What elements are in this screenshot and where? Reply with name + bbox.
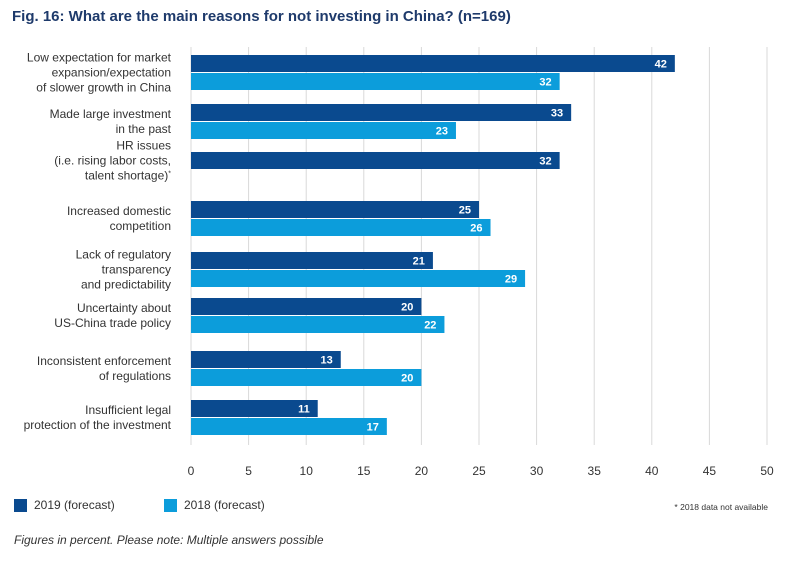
legend-swatch-2019 <box>14 498 27 512</box>
bar-value-label: 21 <box>413 256 425 268</box>
bar-value-label: 42 <box>655 59 667 71</box>
bar-value-label: 29 <box>505 274 517 286</box>
x-tick-label: 0 <box>188 464 195 478</box>
bar-2018 <box>191 122 456 139</box>
bar-2019 <box>191 104 572 121</box>
caption: Figures in percent. Please note: Multipl… <box>14 533 324 547</box>
bar-value-label: 20 <box>401 373 413 385</box>
bar-2019 <box>191 152 560 169</box>
bar-2019 <box>191 400 318 417</box>
bar-value-label: 22 <box>424 320 436 332</box>
bar-value-label: 26 <box>470 223 482 235</box>
bar-value-label: 32 <box>539 77 551 89</box>
bar-value-label: 11 <box>298 404 310 416</box>
bar-2019 <box>191 351 341 368</box>
bar-value-label: 32 <box>539 156 551 168</box>
x-tick-label: 30 <box>530 464 544 478</box>
bar-value-label: 23 <box>436 126 448 138</box>
bar-value-label: 20 <box>401 302 413 314</box>
bar-2019 <box>191 252 433 269</box>
category-label: Low expectation for market expansion/expe… <box>27 51 172 95</box>
bar-2019 <box>191 201 479 218</box>
category-labels: Low expectation for market expansion/expe… <box>24 51 172 433</box>
bar-2018 <box>191 316 445 333</box>
category-label: Increased domestic competition <box>67 204 171 233</box>
legend-label-2018: 2018 (forecast) <box>184 498 265 512</box>
bar-value-label: 13 <box>321 355 333 367</box>
bar-value-label: 33 <box>551 108 563 120</box>
bar-value-label: 25 <box>459 205 471 217</box>
x-tick-label: 40 <box>645 464 659 478</box>
category-label: HR issues (i.e. rising labor costs, talent… <box>54 139 171 183</box>
footnote: * 2018 data not available <box>674 502 768 512</box>
x-tick-label: 35 <box>588 464 602 478</box>
x-tick-label: 45 <box>703 464 717 478</box>
bars: 42 32 33 23 32 25 26 21 29 20 22 13 20 11 17 <box>191 55 675 435</box>
x-tick-label: 5 <box>245 464 252 478</box>
x-tick-label: 10 <box>300 464 314 478</box>
bar-2019 <box>191 298 422 315</box>
legend-swatch-2018 <box>164 498 177 512</box>
legend-item-2018: 2018 (forecast) <box>164 498 265 512</box>
x-tick-label: 15 <box>357 464 371 478</box>
bar-2019 <box>191 55 675 72</box>
legend-label-2019: 2019 (forecast) <box>34 498 115 512</box>
chart-title: Fig. 16: What are the main reasons for n… <box>12 8 511 25</box>
legend-item-2019: 2019 (forecast) <box>14 498 115 512</box>
category-label: Insufficient legal protection of the inve… <box>24 403 172 432</box>
x-tick-label: 50 <box>760 464 774 478</box>
category-label: Lack of regulatory transparency and predic… <box>76 248 171 292</box>
category-label: Uncertainty about US-China trade policy <box>54 301 171 330</box>
bar-2018 <box>191 270 526 287</box>
x-axis-ticks: 0 5 10 15 20 25 30 35 40 45 50 <box>188 464 774 478</box>
bar-2018 <box>191 369 422 386</box>
bar-2018 <box>191 219 491 236</box>
category-label: Made large investment in the past <box>50 107 172 136</box>
bar-2018 <box>191 418 387 435</box>
bar-2018 <box>191 73 560 90</box>
x-tick-label: 25 <box>472 464 486 478</box>
bar-value-label: 17 <box>367 422 379 434</box>
x-tick-label: 20 <box>415 464 429 478</box>
category-label: Inconsistent enforcement of regulations <box>37 354 172 383</box>
